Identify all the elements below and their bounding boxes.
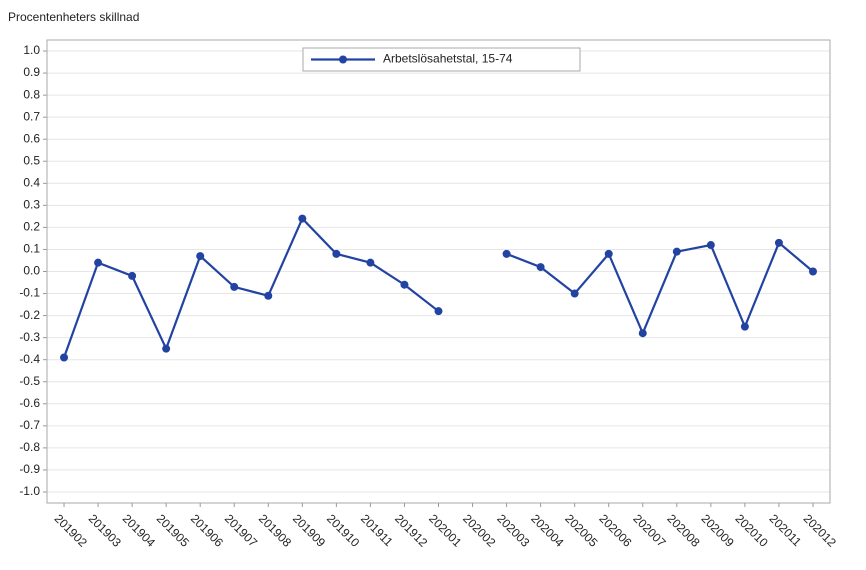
y-tick-label: -0.9 xyxy=(19,462,40,476)
x-tick-label: 202006 xyxy=(596,511,634,549)
legend-label: Arbetslösahetstal, 15-74 xyxy=(383,52,513,66)
x-tick-label: 201904 xyxy=(120,511,158,549)
data-point xyxy=(536,263,545,272)
data-point xyxy=(808,267,817,276)
y-tick-label: 0.3 xyxy=(23,198,40,212)
x-tick-label: 202002 xyxy=(460,511,498,549)
legend-marker xyxy=(339,55,347,64)
x-tick-label: 201903 xyxy=(86,511,124,549)
data-point xyxy=(162,344,171,353)
data-point xyxy=(774,238,783,247)
y-tick-label: -0.7 xyxy=(19,418,40,432)
x-tick-label: 202004 xyxy=(528,511,566,549)
y-tick-label: -0.8 xyxy=(19,440,40,454)
data-point xyxy=(94,258,103,267)
y-tick-label: 0.4 xyxy=(23,175,40,189)
x-tick-label: 201908 xyxy=(256,511,294,549)
y-tick-label: 0.8 xyxy=(23,87,40,101)
data-point xyxy=(434,307,443,316)
y-tick-label: 0.0 xyxy=(23,264,40,278)
y-tick-label: -1.0 xyxy=(19,484,40,498)
data-point xyxy=(366,258,375,267)
data-point xyxy=(400,280,409,289)
x-tick-label: 202008 xyxy=(664,511,702,549)
series-line xyxy=(506,241,814,337)
data-point xyxy=(672,247,681,256)
chart-title: Procentenheters skillnad xyxy=(8,10,139,24)
data-point xyxy=(740,322,749,331)
x-tick-label: 201907 xyxy=(222,511,260,549)
x-tick-label: 201909 xyxy=(290,511,328,549)
x-tick-label: 202007 xyxy=(630,511,668,549)
data-point xyxy=(128,271,137,280)
x-tick-label: 202010 xyxy=(733,511,771,549)
y-tick-label: -0.4 xyxy=(19,352,40,366)
data-point xyxy=(706,241,715,250)
y-tick-label: -0.1 xyxy=(19,286,40,300)
y-tick-label: 0.5 xyxy=(23,153,40,167)
x-tick-label: 202009 xyxy=(698,511,736,549)
x-tick-label: 202003 xyxy=(494,511,532,549)
y-tick-label: 0.2 xyxy=(23,220,40,234)
y-tick-label: 0.1 xyxy=(23,242,40,256)
y-tick-label: -0.3 xyxy=(19,330,40,344)
x-tick-label: 201910 xyxy=(324,511,362,549)
series-line xyxy=(62,216,440,358)
y-tick-label: 1.0 xyxy=(23,43,40,57)
data-point xyxy=(230,282,239,291)
legend-box xyxy=(302,47,581,72)
data-point xyxy=(332,249,341,258)
x-tick-label: 201902 xyxy=(52,511,90,549)
y-tick-label: 0.6 xyxy=(23,131,40,145)
y-tick-label: -0.2 xyxy=(19,308,40,322)
data-point xyxy=(298,214,307,223)
x-tick-label: 201912 xyxy=(392,511,430,549)
x-tick-label: 201911 xyxy=(358,511,396,549)
data-point xyxy=(604,249,613,258)
data-point xyxy=(264,291,273,300)
x-tick-label: 201906 xyxy=(188,511,226,549)
x-tick-label: 202005 xyxy=(562,511,600,549)
data-point xyxy=(196,252,205,261)
y-tick-label: -0.5 xyxy=(19,374,40,388)
data-point xyxy=(570,289,579,298)
x-tick-label: 202001 xyxy=(426,511,464,549)
x-tick-label: 202012 xyxy=(801,511,839,549)
y-tick-label: 0.9 xyxy=(23,65,40,79)
x-tick-label: 201905 xyxy=(154,511,192,549)
y-tick-label: 0.7 xyxy=(23,109,40,123)
data-point xyxy=(60,353,69,362)
y-tick-label: -0.6 xyxy=(19,396,40,410)
data-point xyxy=(638,329,647,338)
data-point xyxy=(502,249,511,258)
x-tick-label: 202011 xyxy=(767,511,805,549)
